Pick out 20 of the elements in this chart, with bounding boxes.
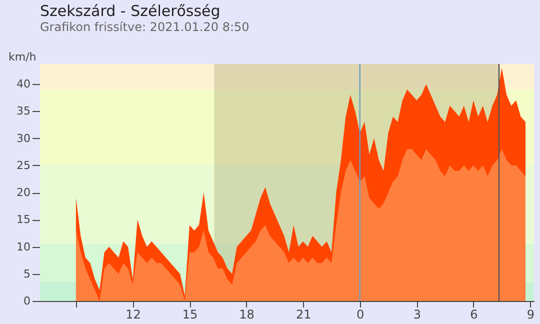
y-tick-label: 35 (16, 104, 30, 118)
chart-title: Szekszárd - Szélerősség (40, 2, 220, 20)
x-tick-label: 3 (413, 308, 421, 322)
y-tick-label: 20 (16, 186, 30, 200)
x-tick-label: 21 (296, 308, 312, 322)
y-tick-label: 40 (16, 78, 30, 91)
x-tick-label: 18 (239, 308, 254, 322)
y-tick-label: 15 (16, 213, 30, 226)
y-tick-label: 25 (16, 158, 30, 172)
y-tick-label: 10 (16, 240, 30, 254)
x-tick-label: 9 (526, 308, 535, 322)
chart-subtitle: Grafikon frissítve: 2021.01.20 8:50 (40, 20, 250, 34)
y-tick-label: 30 (16, 132, 30, 145)
x-tick-label: 0 (356, 308, 364, 322)
y-axis-title: km/h (8, 50, 36, 64)
x-tick-label: 12 (126, 308, 141, 322)
y-tick-label: 5 (24, 267, 30, 280)
x-tick-label: 15 (182, 308, 198, 322)
x-tick-label: 6 (470, 308, 478, 322)
y-tick-label: 0 (24, 294, 30, 308)
